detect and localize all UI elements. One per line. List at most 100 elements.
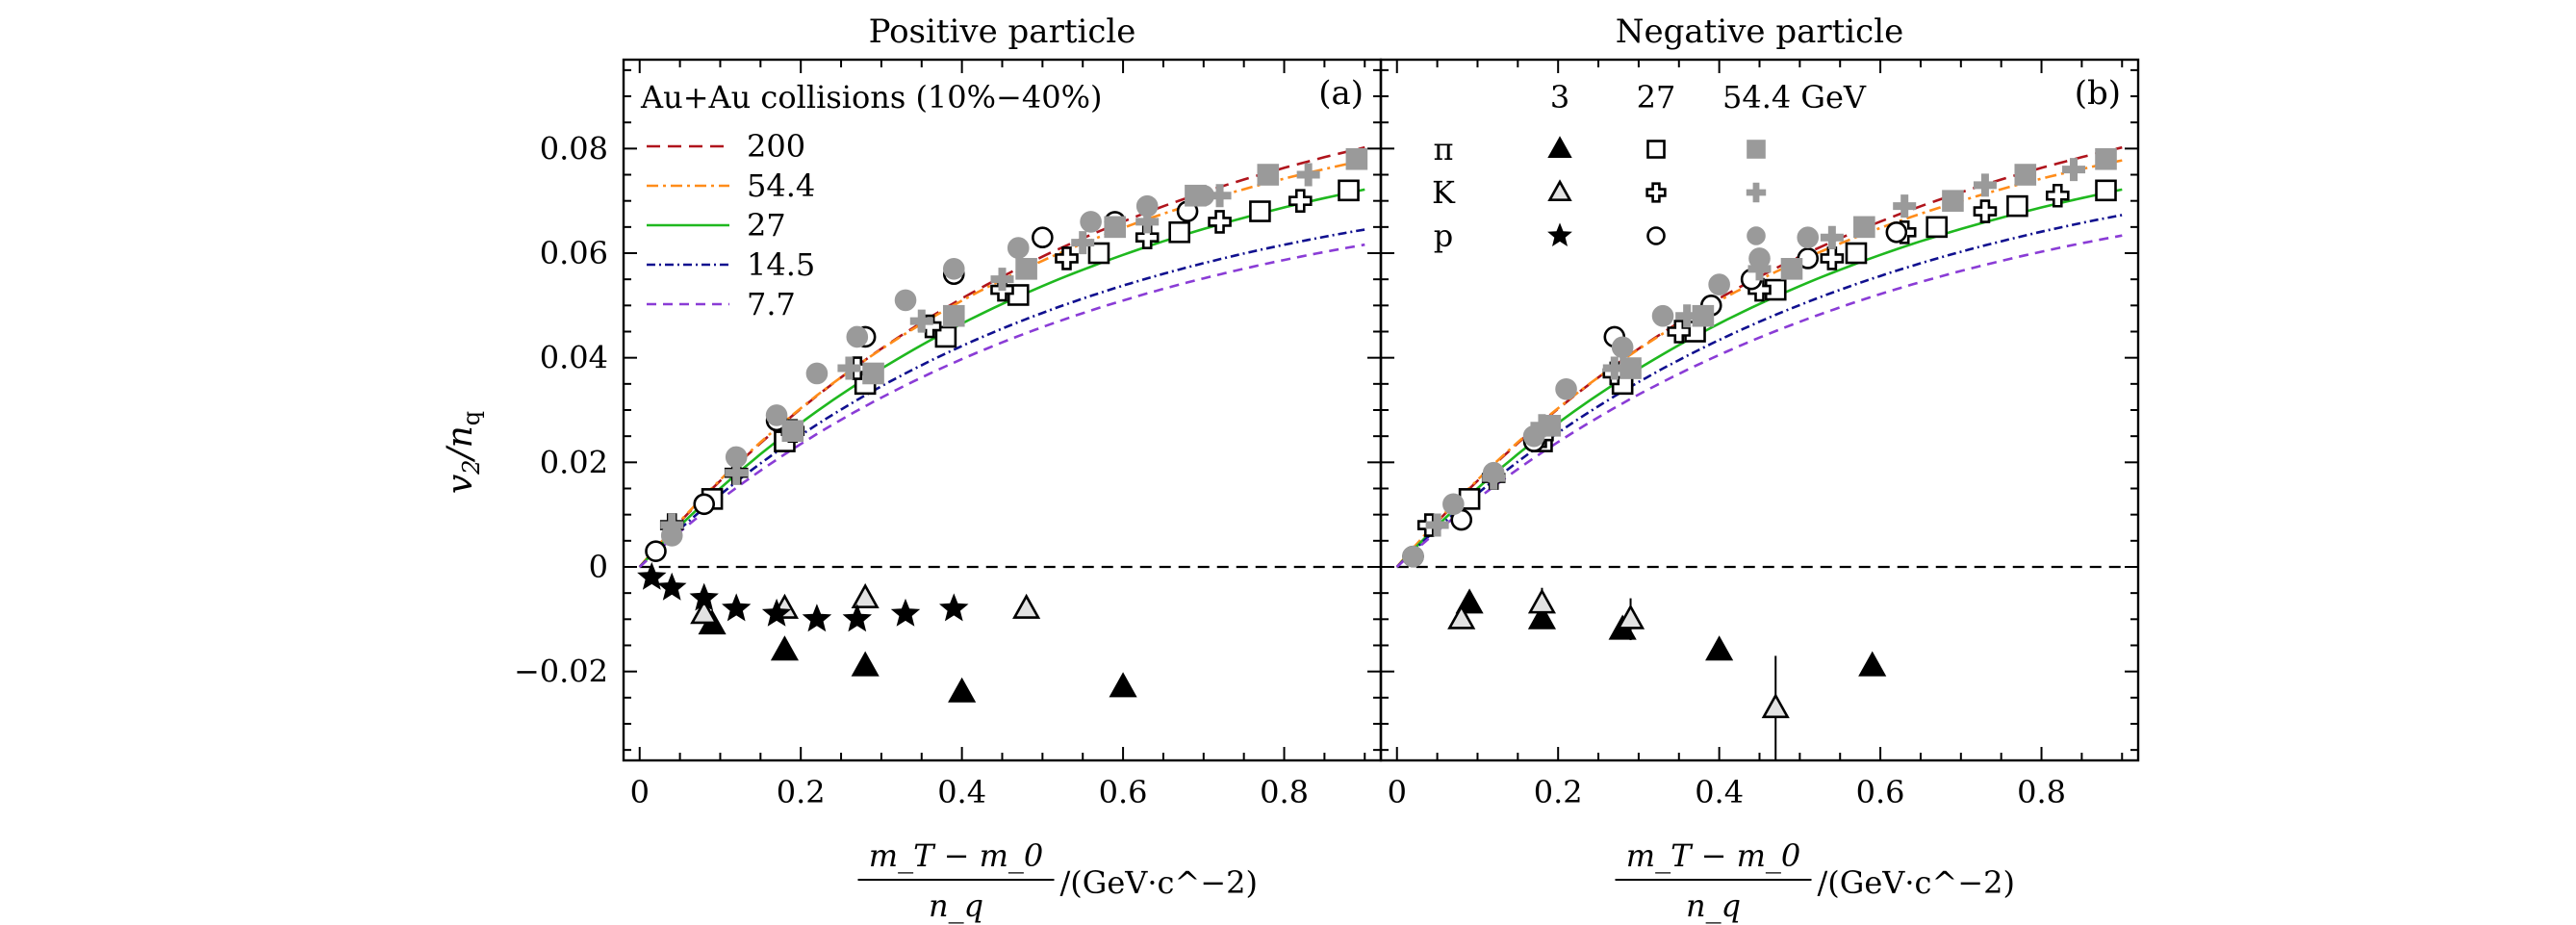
curve-7-7: [1395, 234, 2123, 568]
data-point: [1296, 163, 1320, 187]
x-tick-label: 0.4: [1695, 774, 1744, 810]
data-point: [1748, 247, 1771, 270]
data-point: [1168, 220, 1190, 244]
data-point: [2014, 164, 2037, 186]
series-3-star: [637, 561, 969, 632]
data-point: [725, 461, 749, 485]
data-point: [1015, 258, 1037, 280]
data-point: [1455, 588, 1484, 614]
legend-label: 27: [747, 207, 786, 244]
data-point: [1705, 635, 1734, 661]
data-point: [1482, 461, 1505, 484]
data-point: [1032, 226, 1054, 249]
series-3-triangle-filled: [1455, 588, 1887, 677]
data-point: [1249, 200, 1271, 222]
data-point: [1708, 273, 1730, 295]
legend-label: 200: [747, 128, 805, 165]
legend-marker: [1646, 140, 1666, 159]
data-point: [657, 572, 687, 601]
y-tick-label: 0.06: [540, 235, 608, 271]
data-point: [1012, 593, 1041, 619]
data-point: [689, 582, 719, 611]
y-tick-label: 0.04: [540, 340, 608, 376]
y-axis-title: v2/nq: [441, 411, 485, 494]
y-tick-label: 0.08: [540, 130, 608, 167]
x-axis-title: m_T − m_0 n_q /(GeV·c^−2): [857, 837, 1258, 924]
data-point: [1087, 242, 1110, 265]
x-tick-label: 0.6: [1099, 774, 1148, 810]
data-point: [862, 362, 884, 385]
data-point: [894, 289, 917, 312]
data-point: [660, 525, 683, 547]
data-point: [765, 404, 788, 426]
data-point: [1007, 237, 1030, 259]
legend-marker: [1547, 136, 1572, 159]
data-point: [1071, 231, 1095, 255]
data-point: [1973, 173, 1997, 197]
data-point: [890, 598, 921, 627]
svg-text:v2/nq: v2/nq: [441, 411, 485, 494]
data-point: [722, 593, 752, 622]
curve-14-5: [1395, 214, 2123, 568]
data-point: [1602, 356, 1626, 380]
data-point: [725, 446, 748, 469]
data-point: [805, 362, 829, 385]
legend-row-label: p: [1434, 218, 1453, 254]
data-point: [939, 593, 969, 622]
y-tick-label: −0.02: [514, 654, 608, 690]
x-label-unit: /(GeV·c^−2): [1818, 864, 2015, 901]
data-point: [1192, 184, 1215, 207]
data-point: [1257, 164, 1280, 186]
x-label-denominator: n_q: [929, 887, 983, 924]
curve-7-7: [638, 243, 1365, 568]
data-point: [2006, 194, 2028, 218]
curve-27: [1395, 188, 2123, 568]
data-point: [1530, 414, 1554, 438]
data-point: [1820, 225, 1844, 249]
data-point: [1055, 246, 1079, 270]
data-point: [1338, 179, 1360, 202]
series-3-triangle-filled: [698, 609, 1137, 703]
data-point: [1288, 189, 1313, 213]
legend-label: 54.4: [747, 167, 815, 204]
data-point: [1797, 226, 1820, 249]
data-point: [1926, 216, 1948, 239]
data-point: [1425, 513, 1449, 537]
data-point: [1611, 336, 1634, 359]
series-54-4-circle-filled: [1402, 226, 1820, 568]
x-tick-label: 0: [630, 774, 650, 810]
data-point: [851, 651, 880, 677]
series-27-cross-open: [1416, 183, 2070, 537]
x-tick-label: 0.4: [937, 774, 986, 810]
data-point: [1858, 651, 1887, 677]
x-axis-title: m_T − m_0 n_q /(GeV·c^−2): [1615, 837, 2015, 924]
data-point: [942, 258, 965, 280]
legend-energies: Au+Au collisions (10%−40%) 20054.42714.57…: [640, 79, 1102, 322]
legend-marker: [1547, 222, 1572, 246]
data-point: [1208, 210, 1232, 234]
data-point: [1616, 604, 1645, 630]
legend-marker: [1646, 226, 1666, 245]
panel-title: Negative particle: [1616, 13, 1903, 51]
data-point: [802, 604, 832, 632]
x-tick-label: 0.2: [1534, 774, 1583, 810]
curve-14-5: [638, 228, 1365, 568]
x-tick-label: 0.8: [1260, 774, 1309, 810]
legend-label: 14.5: [747, 246, 815, 283]
data-point: [1651, 304, 1674, 327]
legend-marker: [1747, 140, 1766, 159]
data-point: [990, 268, 1014, 292]
data-point: [1527, 588, 1557, 614]
panel-negative: Negative particle(b)0 0.2 0.4 0.6 0.8m_T − m…: [1379, 13, 2140, 924]
data-point: [1109, 672, 1137, 698]
legend-header: 27: [1637, 79, 1676, 116]
x-label-numerator: m_T − m_0: [869, 837, 1044, 874]
data-point: [1885, 220, 1908, 244]
x-label-numerator: m_T − m_0: [1626, 837, 1801, 874]
data-point: [851, 582, 880, 608]
data-point: [770, 635, 800, 661]
data-point: [948, 677, 977, 703]
data-point: [1820, 246, 1845, 270]
panel-tag: (b): [2075, 74, 2121, 113]
data-point: [781, 420, 804, 443]
